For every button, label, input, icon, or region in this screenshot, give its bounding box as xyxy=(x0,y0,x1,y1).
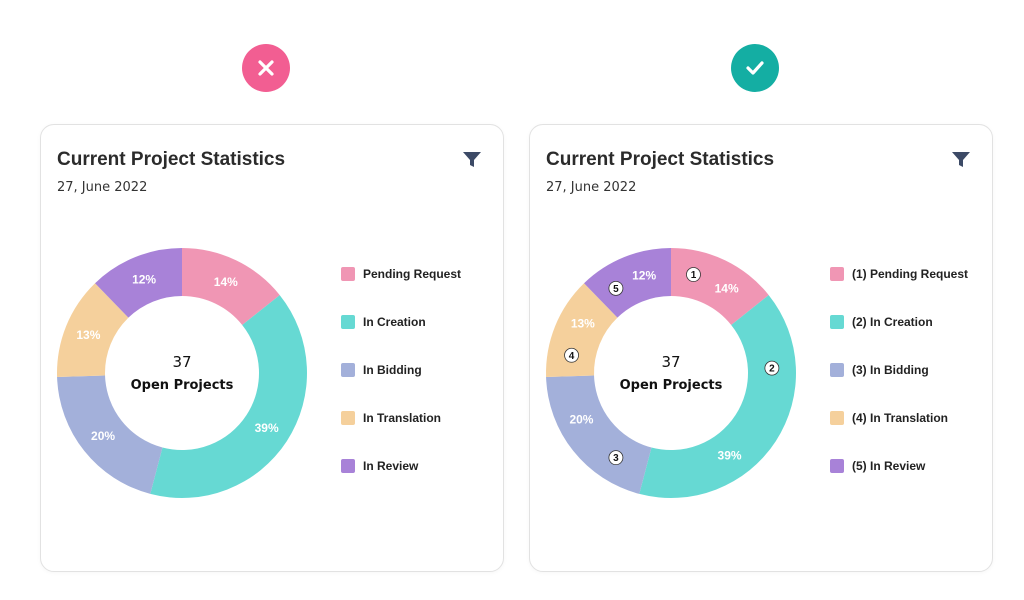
legend-label: (4) In Translation xyxy=(852,411,949,425)
donut-slice[interactable] xyxy=(546,375,652,494)
donut-slice[interactable] xyxy=(95,248,182,318)
legend-swatch xyxy=(341,267,355,281)
funnel-icon[interactable] xyxy=(952,152,970,168)
slice-number-marker xyxy=(686,267,701,282)
legend-label: (1) Pending Request xyxy=(852,267,969,281)
legend-swatch xyxy=(341,363,355,377)
slice-number-marker xyxy=(608,280,624,296)
legend-item[interactable]: (3) In Bidding xyxy=(830,363,929,377)
legend-swatch xyxy=(341,315,355,329)
slice-number-marker xyxy=(564,347,579,363)
legend-item[interactable]: In Translation xyxy=(341,411,441,425)
center-value: 37 xyxy=(172,353,191,371)
donut-slice[interactable] xyxy=(671,248,769,325)
card-title: Current Project Statistics xyxy=(57,149,286,170)
donut-chart: 14% 39% 20% 13% 12% 37 Open Projects xyxy=(57,248,308,499)
slice-number-text: 5 xyxy=(613,284,619,295)
legend-label: (3) In Bidding xyxy=(852,363,929,377)
slice-number-text: 4 xyxy=(569,351,575,362)
legend-item[interactable]: (2) In Creation xyxy=(830,315,933,329)
legend-swatch xyxy=(830,411,844,425)
slice-number-text: 1 xyxy=(691,270,697,281)
donut-slice[interactable] xyxy=(546,283,618,378)
incorrect-badge xyxy=(242,44,290,92)
legend-label: (2) In Creation xyxy=(852,315,933,329)
slice-value-label: 14% xyxy=(715,282,739,296)
legend-swatch xyxy=(341,459,355,473)
donut-chart: 14% 1 39% 2 20% 3 13% 4 12% 5 37 Open Projects xyxy=(546,248,796,499)
slice-value-label: 39% xyxy=(255,421,279,435)
slice-value-label: 20% xyxy=(569,413,593,427)
slice-number-marker xyxy=(764,360,780,376)
legend-item[interactable]: (4) In Translation xyxy=(830,411,948,425)
legend-item[interactable]: In Bidding xyxy=(341,363,422,377)
legend-label: In Creation xyxy=(363,315,426,329)
slice-value-label: 12% xyxy=(632,269,656,283)
legend-item[interactable]: In Review xyxy=(341,459,418,473)
chart-card-incorrect: Current Project Statistics 27, June 2022… xyxy=(40,124,504,572)
legend-swatch xyxy=(830,459,844,473)
center-label: Open Projects xyxy=(620,378,723,393)
legend-label: In Bidding xyxy=(363,363,422,377)
check-icon xyxy=(746,61,764,75)
card-date: 27, June 2022 xyxy=(546,180,637,195)
legend-swatch xyxy=(830,315,844,329)
card-title: Current Project Statistics xyxy=(546,149,775,170)
donut-slice[interactable] xyxy=(584,248,671,318)
legend-item[interactable]: (5) In Review xyxy=(830,459,925,473)
slice-value-label: 12% xyxy=(132,272,156,286)
legend-label: In Translation xyxy=(363,411,442,425)
donut-slice[interactable] xyxy=(182,248,280,325)
legend-swatch xyxy=(830,267,844,281)
slice-number-text: 2 xyxy=(769,364,775,375)
slice-number-marker xyxy=(608,450,624,466)
legend-item[interactable]: In Creation xyxy=(341,315,426,329)
legend-label: In Review xyxy=(363,459,419,473)
center-label: Open Projects xyxy=(131,378,234,393)
chart-card-correct: Current Project Statistics 27, June 2022… xyxy=(529,124,993,572)
funnel-icon[interactable] xyxy=(463,152,481,168)
correct-badge xyxy=(731,44,779,92)
slice-value-label: 13% xyxy=(76,328,100,342)
center-value: 37 xyxy=(661,353,680,371)
donut-slice[interactable] xyxy=(57,283,129,378)
donut-slice[interactable] xyxy=(150,295,308,499)
slice-value-label: 39% xyxy=(718,448,742,462)
slice-number-text: 3 xyxy=(613,453,619,464)
x-icon xyxy=(258,60,274,76)
legend-label: (5) In Review xyxy=(852,459,926,473)
slice-value-label: 20% xyxy=(91,429,115,443)
slice-value-label: 14% xyxy=(214,275,238,289)
legend-item[interactable]: Pending Request xyxy=(341,267,461,281)
donut-slice[interactable] xyxy=(57,375,163,494)
legend-item[interactable]: (1) Pending Request xyxy=(830,267,968,281)
legend-swatch xyxy=(341,411,355,425)
donut-slice[interactable] xyxy=(639,295,796,499)
legend-label: Pending Request xyxy=(363,267,462,281)
card-date: 27, June 2022 xyxy=(57,180,148,195)
slice-value-label: 13% xyxy=(571,317,595,331)
legend-swatch xyxy=(830,363,844,377)
